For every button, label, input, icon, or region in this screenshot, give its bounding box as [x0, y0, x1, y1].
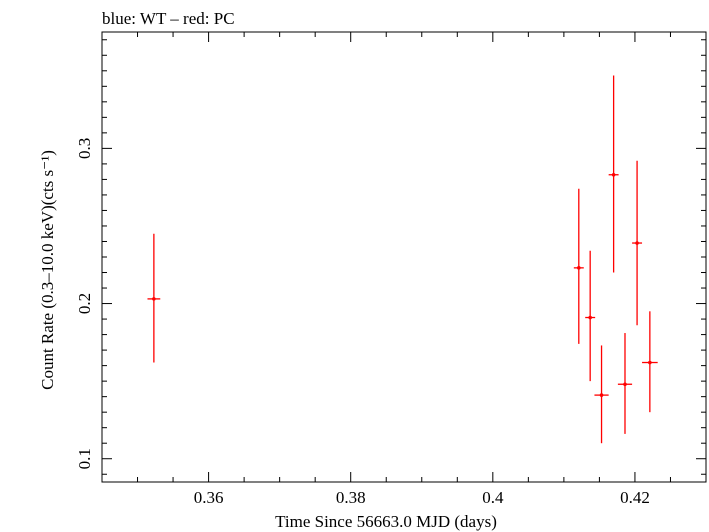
- x-tick-label: 0.36: [194, 488, 224, 507]
- point-marker: [611, 172, 616, 177]
- y-tick-label: 0.1: [75, 448, 94, 469]
- data-point: [147, 233, 161, 363]
- data-point: [642, 311, 658, 413]
- data-point: [594, 345, 609, 444]
- data-point: [608, 75, 619, 273]
- point-marker: [599, 393, 604, 397]
- y-axis: 0.1 0.2 0.3: [75, 39, 706, 475]
- y-tick-label: 0.3: [75, 138, 94, 159]
- y-tick-label: 0.2: [75, 293, 94, 314]
- y-axis-label: Count Rate (0.3–10.0 keV)(cts s⁻¹): [38, 150, 57, 390]
- x-axis-label: Time Since 56663.0 MJD (days): [275, 512, 497, 531]
- point-marker: [648, 360, 652, 365]
- chart-title: blue: WT – red: PC: [102, 9, 235, 28]
- data-series-pc: [147, 75, 658, 444]
- data-point: [617, 333, 633, 434]
- point-marker: [588, 315, 592, 320]
- x-tick-label: 0.4: [482, 488, 504, 507]
- x-tick-label: 0.38: [336, 488, 366, 507]
- point-marker: [623, 382, 627, 387]
- data-point: [632, 160, 643, 326]
- point-marker: [152, 297, 156, 301]
- x-tick-label: 0.42: [620, 488, 650, 507]
- x-axis: 0.36 0.38 0.4 0.42: [101, 32, 707, 507]
- point-marker: [635, 241, 639, 245]
- plot-frame: [101, 31, 707, 483]
- point-marker: [577, 266, 581, 270]
- data-point: [585, 250, 596, 382]
- data-point: [573, 188, 584, 344]
